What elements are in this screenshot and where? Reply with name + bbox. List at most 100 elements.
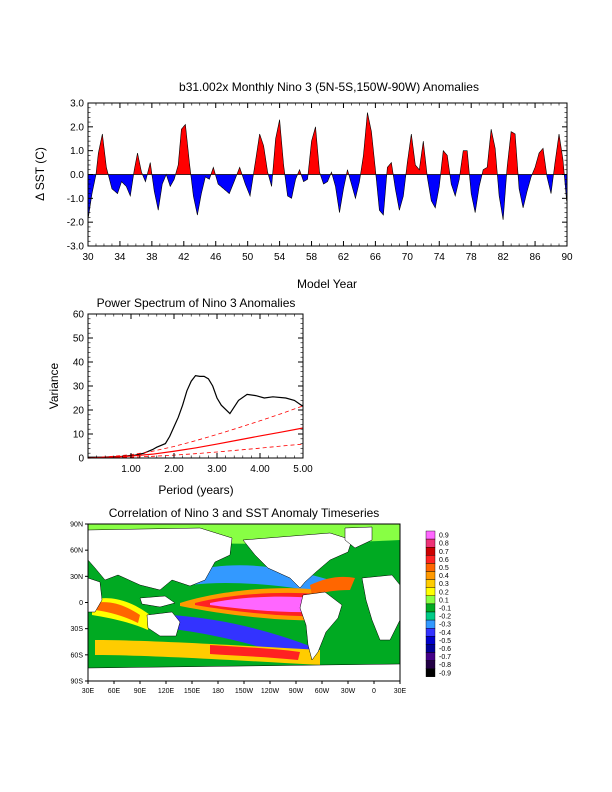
panel-spectrum: Power Spectrum of Nino 3 Anomalies 0 10 20…	[47, 296, 313, 497]
colorbar-label: 0.5	[439, 565, 449, 572]
colorbar-label: -0.3	[439, 622, 451, 629]
timeseries-xtick-label: 66	[370, 252, 382, 263]
map-field	[88, 524, 400, 681]
map-ytick-label: 30N	[70, 574, 83, 581]
colorbar-swatch	[425, 628, 436, 637]
timeseries-xtick-label: 58	[306, 252, 318, 263]
map-ytick-label: 0	[79, 600, 83, 607]
map-xtick-label: 120W	[261, 688, 280, 695]
timeseries-ytick-label: 3.0	[70, 99, 84, 110]
colorbar-swatch	[425, 538, 436, 548]
colorbar-swatch	[425, 555, 436, 564]
colorbar-label: -0.8	[439, 662, 451, 669]
timeseries-y-axis: -3.0 -2.0 -1.0 0.0 1.0 2.0 3.0	[67, 99, 567, 253]
spectrum-series-2	[87, 405, 304, 459]
timeseries-ytick-label: 0.0	[70, 170, 84, 181]
spectrum-ytick-label: 10	[73, 430, 85, 441]
colorbar-label: -0.2	[439, 614, 451, 621]
spectrum-ytick-label: 40	[73, 358, 85, 369]
timeseries-xtick-label: 78	[466, 252, 478, 263]
spectrum-xtick-label: 1.00	[121, 464, 141, 475]
timeseries-x-axis: 30 34 38 42 46 50 54 58 62 66 70 74 78 82 86 90	[82, 103, 573, 263]
colorbar-label: -0.9	[439, 670, 451, 677]
map-xtick-label: 60W	[315, 688, 330, 695]
timeseries-ytick-label: -2.0	[67, 218, 85, 229]
colorbar-label: -0.1	[439, 605, 451, 612]
timeseries-line	[87, 112, 568, 220]
timeseries-positive-fill	[88, 112, 567, 175]
timeseries-ylabel: Δ SST (C)	[33, 147, 47, 201]
colorbar-swatch	[425, 619, 436, 629]
panel-map: Correlation of Nino 3 and SST Anomaly Ti…	[70, 506, 451, 695]
map-title: Correlation of Nino 3 and SST Anomaly Ti…	[109, 506, 380, 520]
colorbar-swatch	[425, 611, 436, 621]
map-xtick-label: 180	[212, 688, 224, 695]
map-band-warm-arm	[310, 576, 355, 596]
timeseries-xtick-label: 82	[498, 252, 510, 263]
map-land-greenland	[344, 526, 373, 549]
colorbar-swatch	[425, 644, 436, 653]
timeseries-xtick-label: 38	[146, 252, 158, 263]
spectrum-lines-layer	[87, 375, 304, 459]
timeseries-xtick-label: 74	[434, 252, 446, 263]
spectrum-series-1	[87, 427, 304, 459]
colorbar-label: 0.2	[439, 589, 449, 596]
map-ytick-label: 60N	[70, 548, 83, 555]
colorbar-label: -0.6	[439, 646, 451, 653]
colorbar-swatch	[425, 571, 436, 580]
map-ytick-label: 90S	[71, 679, 84, 686]
timeseries-xtick-label: 42	[178, 252, 190, 263]
spectrum-y-axis: 0 10 20 30 40 50 60	[73, 310, 303, 465]
map-ytick-label: 60S	[71, 652, 84, 659]
colorbar-swatch	[425, 636, 436, 645]
spectrum-ytick-label: 0	[78, 454, 84, 465]
spectrum-ytick-label: 50	[73, 334, 85, 345]
timeseries-ytick-label: -3.0	[67, 242, 85, 253]
map-x-axis: 30E 60E 90E 120E 150E 180 150W 120W 90W 60W 30W 0 30…	[82, 681, 407, 695]
colorbar-label: 0.6	[439, 557, 449, 564]
map-land-indonesia	[139, 595, 176, 608]
timeseries-negative-fill	[88, 174, 567, 220]
timeseries-xtick-label: 50	[242, 252, 254, 263]
timeseries-xtick-label: 34	[114, 252, 126, 263]
colorbar-swatch	[425, 547, 436, 556]
spectrum-xtick-label: 3.00	[207, 464, 227, 475]
colorbar-swatch	[425, 587, 436, 597]
colorbar-label: 0.4	[439, 573, 449, 580]
colorbar-swatch	[425, 603, 436, 613]
map-colorbar: 0.90.80.70.60.50.40.30.20.1-0.1-0.2-0.3-…	[425, 530, 451, 677]
colorbar-swatch	[425, 660, 436, 669]
map-land-antarctica	[88, 663, 400, 681]
map-land-eurasia	[88, 527, 233, 591]
spectrum-ylabel: Variance	[47, 362, 61, 409]
colorbar-label: 0.3	[439, 581, 449, 588]
map-land-africa-west	[88, 577, 103, 613]
colorbar-swatch	[425, 579, 436, 588]
timeseries-ytick-label: -1.0	[67, 194, 85, 205]
timeseries-xtick-label: 86	[530, 252, 542, 263]
colorbar-label: 0.8	[439, 541, 449, 548]
map-ytick-label: 30S	[71, 626, 84, 633]
map-xtick-label: 30E	[394, 688, 407, 695]
timeseries-title: b31.002x Monthly Nino 3 (5N-5S,150W-90W)…	[179, 80, 479, 94]
spectrum-ytick-label: 60	[73, 310, 85, 321]
map-band-southern-red	[210, 645, 300, 660]
spectrum-x-axis: 1.00 2.00 3.00 4.00 5.00	[96, 314, 313, 475]
map-xtick-label: 120E	[158, 688, 175, 695]
map-xtick-label: 30W	[341, 688, 356, 695]
map-ytick-label: 90N	[70, 522, 83, 529]
colorbar-swatch	[425, 595, 436, 605]
spectrum-xtick-label: 4.00	[250, 464, 270, 475]
spectrum-xtick-label: 2.00	[164, 464, 184, 475]
timeseries-fill-layer	[87, 112, 568, 220]
spectrum-ytick-label: 20	[73, 406, 85, 417]
map-band-indian-core	[95, 602, 140, 623]
spectrum-xlabel: Period (years)	[158, 483, 233, 497]
colorbar-swatch	[425, 530, 436, 540]
spectrum-frame	[87, 313, 304, 459]
colorbar-label: 0.9	[439, 533, 449, 540]
timeseries-xtick-label: 46	[210, 252, 222, 263]
colorbar-label: -0.5	[439, 638, 451, 645]
map-xtick-label: 90W	[289, 688, 304, 695]
